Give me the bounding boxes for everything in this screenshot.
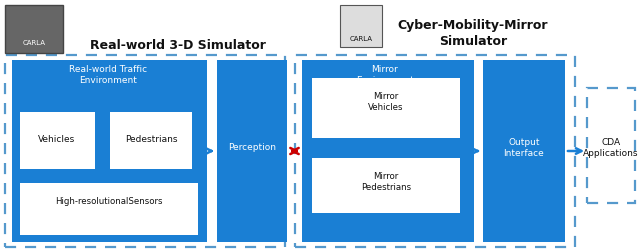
Bar [12, 60, 207, 242]
Text: Pedestrians: Pedestrians [125, 135, 177, 143]
Bar [312, 158, 460, 213]
Text: Vehicles: Vehicles [38, 135, 76, 143]
Bar [217, 60, 287, 242]
Bar [340, 5, 382, 47]
Text: Real-world Traffic
Environment: Real-world Traffic Environment [69, 65, 147, 85]
Text: Perception: Perception [228, 143, 276, 152]
Text: Mirror
Vehicles: Mirror Vehicles [368, 92, 404, 112]
Bar [587, 88, 635, 203]
Bar [20, 112, 95, 169]
Text: Mirror
Environment: Mirror Environment [356, 65, 414, 85]
Bar [483, 60, 565, 242]
Text: CDA
Applications: CDA Applications [583, 138, 639, 158]
Text: Output
Interface: Output Interface [504, 138, 545, 158]
Bar [5, 5, 63, 53]
Bar [295, 55, 575, 247]
Text: CARLA: CARLA [22, 40, 45, 46]
Text: Mirror
Pedestrians: Mirror Pedestrians [361, 172, 411, 192]
Bar [5, 55, 285, 247]
Text: High-resolutionalSensors: High-resolutionalSensors [55, 198, 163, 206]
Bar [302, 60, 474, 242]
Bar [20, 183, 198, 235]
Bar [312, 78, 460, 138]
Bar [110, 112, 192, 169]
Text: Real-world 3-D Simulator: Real-world 3-D Simulator [90, 39, 266, 52]
Text: CARLA: CARLA [349, 36, 372, 42]
Text: Cyber-Mobility-Mirror
Simulator: Cyber-Mobility-Mirror Simulator [397, 19, 548, 48]
